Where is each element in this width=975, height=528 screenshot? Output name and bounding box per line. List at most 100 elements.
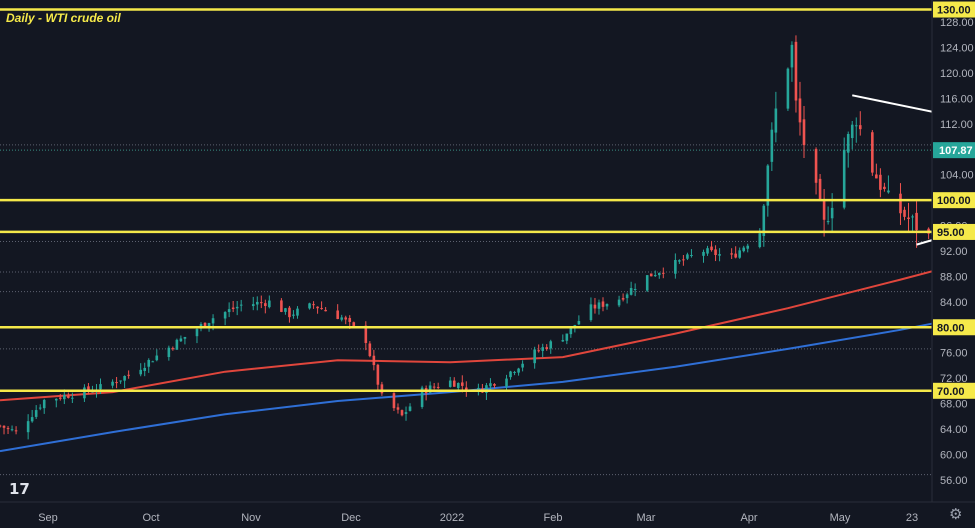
candle-body [288, 307, 291, 318]
candle-body [657, 273, 661, 276]
x-tick-label: 23 [906, 512, 918, 524]
candle-body [702, 251, 705, 256]
candle-body [83, 387, 86, 399]
candle-body [533, 349, 536, 364]
level-price-badge [933, 1, 975, 18]
candle-body [264, 303, 267, 306]
y-tick-label: 104.00 [940, 170, 974, 182]
candle-body [10, 429, 14, 431]
candle-body [649, 273, 653, 277]
candle-body [340, 317, 343, 320]
candle-body [766, 165, 770, 206]
y-tick-label: 120.00 [940, 68, 974, 80]
candle-body [432, 386, 436, 388]
candle-body [42, 399, 46, 409]
candle-body [255, 301, 259, 305]
candle-body [348, 318, 352, 322]
candle-body [593, 304, 597, 309]
candle-body [846, 134, 850, 153]
trendline-upper [852, 94, 975, 122]
current-price-label: 107.87 [939, 145, 973, 157]
candle-body [605, 304, 609, 307]
y-tick-label: 124.00 [940, 43, 974, 55]
candle-body [26, 421, 30, 433]
candle-body [448, 380, 452, 387]
candle-body [67, 395, 70, 398]
level-price-label: 100.00 [937, 195, 971, 207]
candle-body [179, 338, 183, 342]
candle-body [549, 341, 553, 349]
candle-body [115, 382, 118, 384]
candle-body [706, 248, 709, 254]
candle-body [408, 406, 412, 411]
candle-body [147, 359, 151, 367]
candle-body [6, 428, 10, 430]
candle-body [561, 340, 565, 342]
candle-body [376, 364, 380, 385]
candle-body [119, 380, 122, 382]
candle-body [686, 254, 689, 259]
x-tick-label: Oct [142, 512, 159, 524]
candle-body [718, 254, 721, 256]
candle-body [428, 385, 432, 393]
candle-body [127, 374, 130, 376]
candle-body [577, 321, 581, 325]
candle-body [284, 308, 287, 312]
y-tick-label: 116.00 [940, 93, 973, 105]
candle-body [541, 347, 544, 351]
candle-body [59, 397, 62, 399]
level-price-label: 95.00 [937, 227, 965, 239]
candle-body [826, 221, 830, 223]
candle-body [260, 302, 263, 304]
candle-body [175, 339, 179, 350]
candle-body [30, 417, 34, 422]
tradingview-logo-icon[interactable]: 17 [9, 480, 30, 498]
y-tick-label: 84.00 [940, 297, 968, 309]
candle-body [537, 350, 540, 352]
candle-body [38, 407, 42, 409]
candle-body [774, 108, 778, 133]
price-axis-panel [932, 0, 975, 528]
candle-body [875, 174, 878, 179]
candle-body [364, 325, 368, 343]
candle-body [477, 387, 480, 389]
candle-body [854, 125, 858, 127]
settings-gear-icon[interactable]: ⚙ [949, 506, 963, 523]
candle-body [814, 149, 818, 183]
candle-body [151, 361, 155, 363]
candle-body [690, 255, 693, 257]
candle-body [770, 129, 774, 162]
candle-body [625, 294, 629, 299]
candle-body [710, 246, 713, 251]
candle-body [569, 326, 573, 335]
candle-body [139, 369, 142, 375]
candle-body [203, 322, 207, 327]
candle-body [915, 212, 918, 231]
candle-body [223, 312, 227, 319]
candle-body [461, 382, 464, 386]
x-tick-label: May [830, 512, 851, 524]
candle-body [505, 378, 508, 387]
candle-body [489, 383, 492, 387]
x-tick-label: Feb [544, 512, 563, 524]
y-tick-label: 64.00 [940, 424, 968, 436]
level-price-badge [933, 223, 975, 240]
candle-body [0, 425, 2, 427]
candle-body [517, 368, 520, 373]
candle-body [822, 201, 826, 220]
x-tick-label: Sep [38, 512, 58, 524]
candle-body [601, 301, 605, 307]
candle-body [633, 288, 637, 290]
candle-body [2, 425, 6, 428]
candle-body [436, 386, 440, 388]
candle-body [521, 363, 524, 368]
candle-body [858, 125, 862, 130]
candle-body [336, 310, 339, 319]
candle-body [324, 309, 327, 312]
candle-body [513, 372, 516, 374]
level-price-label: 130.00 [937, 5, 971, 17]
candle-body [195, 329, 199, 337]
candle-body [320, 308, 323, 310]
